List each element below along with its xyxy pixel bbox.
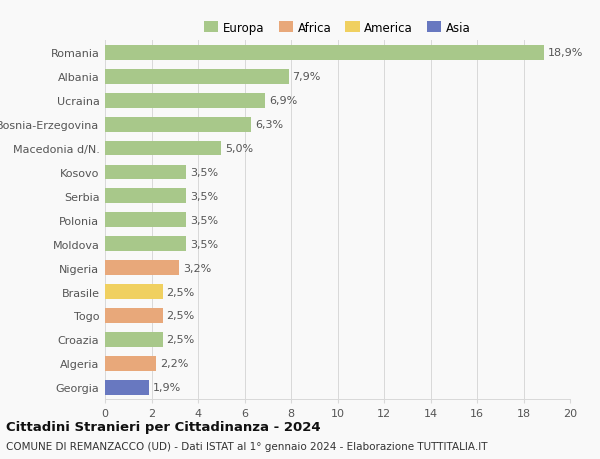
Bar — [105, 285, 163, 299]
Text: 3,2%: 3,2% — [183, 263, 211, 273]
Text: COMUNE DI REMANZACCO (UD) - Dati ISTAT al 1° gennaio 2024 - Elaborazione TUTTITA: COMUNE DI REMANZACCO (UD) - Dati ISTAT a… — [6, 441, 487, 451]
Bar — [105, 165, 187, 180]
Text: 7,9%: 7,9% — [292, 72, 320, 82]
Bar — [105, 70, 289, 84]
Bar — [105, 213, 187, 228]
Bar — [105, 189, 187, 204]
Bar — [105, 332, 163, 347]
Bar — [105, 46, 544, 61]
Legend: Europa, Africa, America, Asia: Europa, Africa, America, Asia — [199, 17, 476, 39]
Text: 1,9%: 1,9% — [152, 382, 181, 392]
Text: 2,5%: 2,5% — [167, 311, 195, 321]
Text: 6,3%: 6,3% — [255, 120, 283, 130]
Text: 2,5%: 2,5% — [167, 335, 195, 345]
Text: 2,2%: 2,2% — [160, 358, 188, 369]
Text: 2,5%: 2,5% — [167, 287, 195, 297]
Bar — [105, 380, 149, 395]
Text: 3,5%: 3,5% — [190, 168, 218, 178]
Bar — [105, 237, 187, 252]
Text: 6,9%: 6,9% — [269, 96, 297, 106]
Bar — [105, 118, 251, 132]
Text: 3,5%: 3,5% — [190, 215, 218, 225]
Bar — [105, 141, 221, 156]
Text: 3,5%: 3,5% — [190, 191, 218, 202]
Bar — [105, 261, 179, 275]
Text: 18,9%: 18,9% — [548, 48, 583, 58]
Text: 5,0%: 5,0% — [225, 144, 253, 154]
Bar — [105, 94, 265, 108]
Bar — [105, 308, 163, 323]
Text: Cittadini Stranieri per Cittadinanza - 2024: Cittadini Stranieri per Cittadinanza - 2… — [6, 420, 320, 433]
Bar — [105, 356, 156, 371]
Text: 3,5%: 3,5% — [190, 239, 218, 249]
